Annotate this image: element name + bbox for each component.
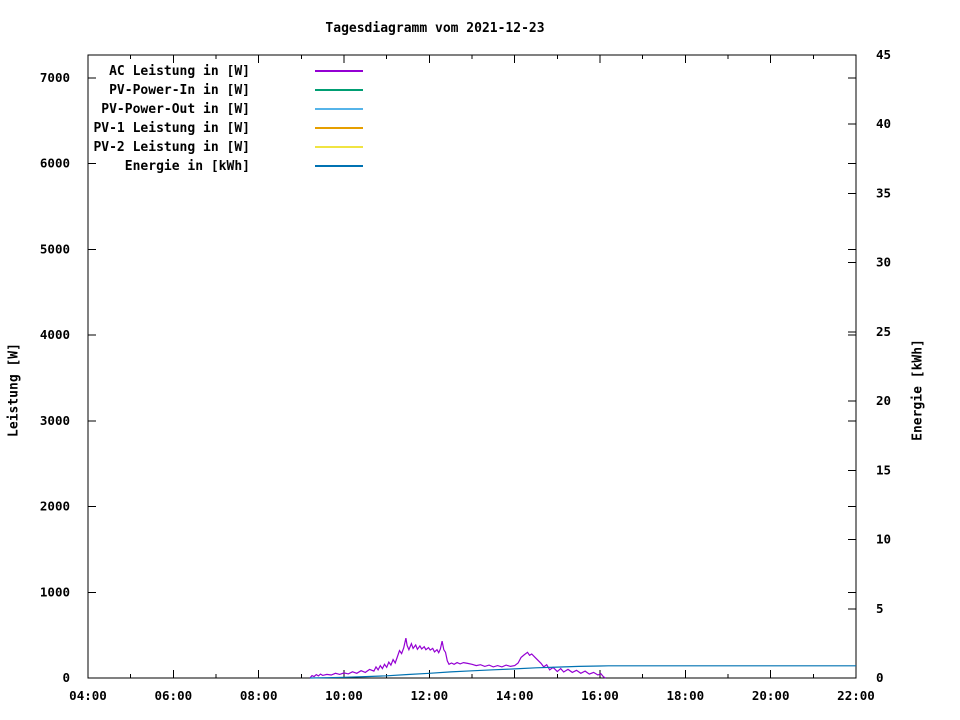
y-tick-label: 4000: [40, 327, 70, 342]
y2-tick-label: 45: [876, 47, 891, 62]
y2-tick-label: 25: [876, 324, 891, 339]
y-tick-label: 3000: [40, 413, 70, 428]
y2-tick-label: 15: [876, 462, 891, 477]
x-tick-label: 16:00: [581, 688, 619, 703]
x-tick-label: 20:00: [752, 688, 790, 703]
y2-tick-label: 5: [876, 601, 884, 616]
y2-tick-label: 10: [876, 532, 891, 547]
series-ac-leistung-in-w: [309, 637, 606, 679]
chart-title: Tagesdiagramm vom 2021-12-23: [325, 21, 545, 36]
x-tick-label: 06:00: [155, 688, 193, 703]
x-tick-label: 10:00: [325, 688, 363, 703]
plot-frame: [87, 54, 857, 679]
x-tick-label: 04:00: [69, 688, 107, 703]
x-tick-label: 12:00: [411, 688, 449, 703]
y2-tick-label: 40: [876, 116, 891, 131]
series-energie-in-kwh: [309, 665, 856, 679]
y2-tick-label: 30: [876, 255, 891, 270]
y-tick-label: 6000: [40, 156, 70, 171]
y2-tick-label: 0: [876, 670, 884, 685]
y-tick-label: 0: [62, 670, 70, 685]
x-tick-label: 14:00: [496, 688, 534, 703]
y2-tick-label: 20: [876, 393, 891, 408]
y-tick-label: 2000: [40, 499, 70, 514]
y-tick-label: 5000: [40, 241, 70, 256]
y-tick-label: 7000: [40, 70, 70, 85]
x-tick-label: 08:00: [240, 688, 278, 703]
x-tick-label: 22:00: [837, 688, 875, 703]
y2-tick-label: 35: [876, 185, 891, 200]
x-tick-label: 18:00: [667, 688, 705, 703]
y-tick-label: 1000: [40, 584, 70, 599]
